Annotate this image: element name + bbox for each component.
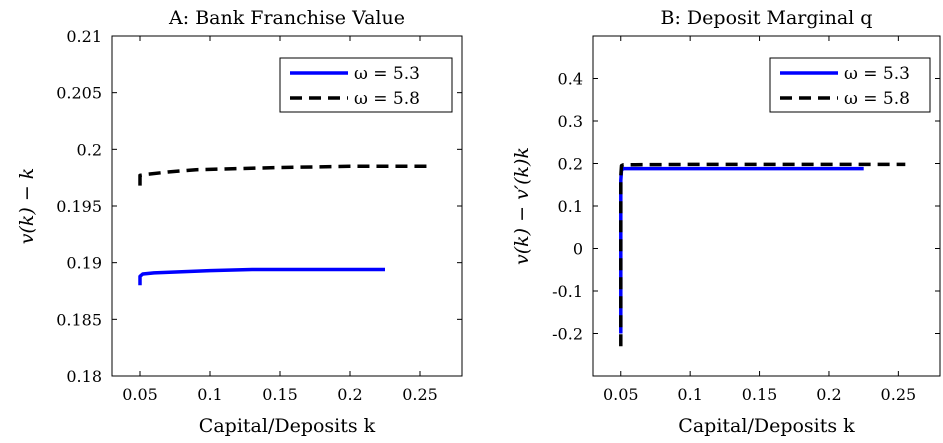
- chart-title: B: Deposit Marginal q: [661, 7, 873, 29]
- legend: ω = 5.3 ω = 5.8: [279, 57, 453, 113]
- x-tick-label: 0.25: [402, 385, 438, 404]
- x-tick-label: 0.15: [742, 385, 778, 404]
- series-line-omega-5-3: [619, 166, 864, 334]
- x-tick-label: 0.25: [881, 385, 917, 404]
- x-axis-label: Capital/Deposits k: [199, 415, 376, 437]
- series-line-omega-5-8: [619, 162, 906, 347]
- legend: ω = 5.3 ω = 5.8: [769, 57, 931, 113]
- x-tick-label: 0.1: [197, 385, 222, 404]
- x-tick-label: 0.05: [122, 385, 158, 404]
- chart-title: A: Bank Franchise Value: [168, 7, 405, 29]
- x-tick-label: 0.2: [337, 385, 362, 404]
- legend-label: ω = 5.3: [844, 64, 910, 84]
- legend-label: ω = 5.8: [354, 89, 420, 109]
- legend-label: ω = 5.3: [354, 64, 420, 84]
- x-axis-label: Capital/Deposits k: [678, 415, 855, 437]
- series-line-omega-5-3: [138, 267, 385, 286]
- legend-box: [279, 57, 453, 113]
- x-tick-label: 0.2: [816, 385, 841, 404]
- legend-box: [769, 57, 931, 113]
- y-tick-label: 0.21: [66, 27, 102, 46]
- y-tick-label: 0.18: [66, 367, 102, 386]
- chart-panel-a: A: Bank Franchise Value 0.05 0.1 0.15 0.2 0.2…: [16, 7, 463, 437]
- x-tick-label: 0.15: [262, 385, 298, 404]
- y-tick-label: 0.205: [56, 84, 102, 103]
- y-tick-label: 0.19: [66, 254, 102, 273]
- x-tick-label: 0.05: [603, 385, 639, 404]
- y-tick-label: 0.3: [558, 112, 583, 131]
- y-tick-label: 0.4: [558, 70, 583, 89]
- y-axis-label: v(k) − v′(k)k: [511, 147, 533, 265]
- y-tick-label: 0.2: [77, 140, 102, 159]
- y-axis-label: v(k) − k: [16, 168, 38, 245]
- y-tick-label: 0.2: [558, 155, 583, 174]
- chart-panel-b: B: Deposit Marginal q 0.05 0.1 0.15 0.2 0.25 -…: [511, 7, 941, 437]
- y-tick-label: 0.185: [56, 310, 102, 329]
- y-tick-label: 0.1: [558, 197, 583, 216]
- x-tick-label: 0.1: [677, 385, 702, 404]
- series-line-omega-5-8: [138, 164, 427, 186]
- y-tick-label: 0: [573, 240, 583, 259]
- legend-label: ω = 5.8: [844, 89, 910, 109]
- y-tick-label: 0.195: [56, 197, 102, 216]
- y-tick-label: -0.2: [552, 325, 583, 344]
- y-tick-label: -0.1: [552, 282, 583, 301]
